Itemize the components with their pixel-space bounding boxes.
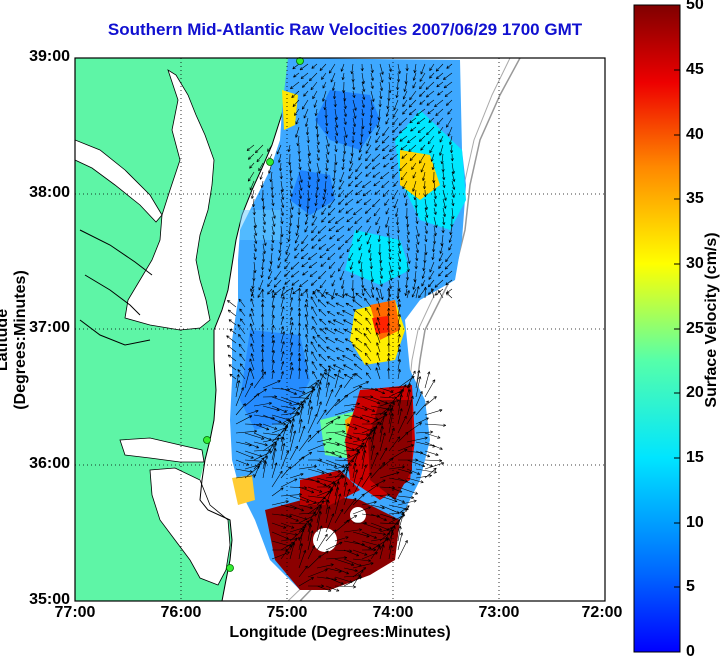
map-title: Southern Mid-Atlantic Raw Velocities 200… bbox=[107, 20, 583, 39]
york-river bbox=[84, 274, 141, 316]
colorbar-tick-label: 0 bbox=[686, 643, 695, 660]
colorbar-tick-label: 30 bbox=[686, 255, 704, 272]
y-axis-label: Latitude (Degrees:Minutes) bbox=[0, 270, 29, 410]
x-tick-label: 77:00 bbox=[54, 604, 96, 621]
chesapeake-bay bbox=[124, 69, 215, 331]
colorbar-tick-label: 50 bbox=[686, 0, 704, 13]
y-tick-label: 35:00 bbox=[29, 591, 70, 608]
colorbar-tick-label: 20 bbox=[686, 384, 704, 401]
colorbar-tick-label: 10 bbox=[686, 514, 704, 531]
albemarle-sound bbox=[119, 437, 205, 463]
colorbar-tick-label: 5 bbox=[686, 578, 695, 595]
colorbar-tick-label: 45 bbox=[686, 61, 704, 78]
x-tick-label: 76:00 bbox=[160, 604, 202, 621]
grid-lines bbox=[75, 58, 605, 601]
x-tick-label: 75:00 bbox=[266, 604, 308, 621]
y-tick-label: 37:00 bbox=[29, 319, 70, 336]
james-river bbox=[79, 319, 151, 346]
colorbar bbox=[633, 4, 681, 653]
velocity-vectors bbox=[226, 63, 456, 592]
plot-frame bbox=[74, 57, 606, 602]
vector-arrows bbox=[226, 63, 456, 592]
y-tick-label: 38:00 bbox=[29, 184, 70, 201]
colorbar-tick-label: 35 bbox=[686, 190, 704, 207]
station-marker bbox=[266, 158, 274, 166]
colorbar-tick-label: 25 bbox=[686, 320, 704, 337]
x-tick-label: 72:00 bbox=[581, 604, 623, 621]
velocity-field bbox=[230, 58, 466, 590]
colorbar-label: Surface Velocity (cm/s) bbox=[703, 232, 720, 408]
x-tick-label: 73:00 bbox=[478, 604, 520, 621]
y-tick-label: 39:00 bbox=[29, 48, 70, 65]
rappahannock-river bbox=[79, 229, 153, 276]
radar-stations bbox=[203, 57, 304, 572]
y-tick-label: 36:00 bbox=[29, 455, 70, 472]
potomac-river bbox=[75, 139, 163, 223]
colorbar-tick-label: 40 bbox=[686, 126, 704, 143]
coastline bbox=[199, 58, 301, 601]
station-marker bbox=[226, 564, 234, 572]
x-axis-label: Longitude (Degrees:Minutes) bbox=[229, 624, 451, 641]
colorbar-ticks bbox=[674, 69, 680, 588]
x-tick-label: 74:00 bbox=[372, 604, 414, 621]
station-marker bbox=[203, 436, 211, 444]
colorbar-tick-label: 15 bbox=[686, 449, 704, 466]
